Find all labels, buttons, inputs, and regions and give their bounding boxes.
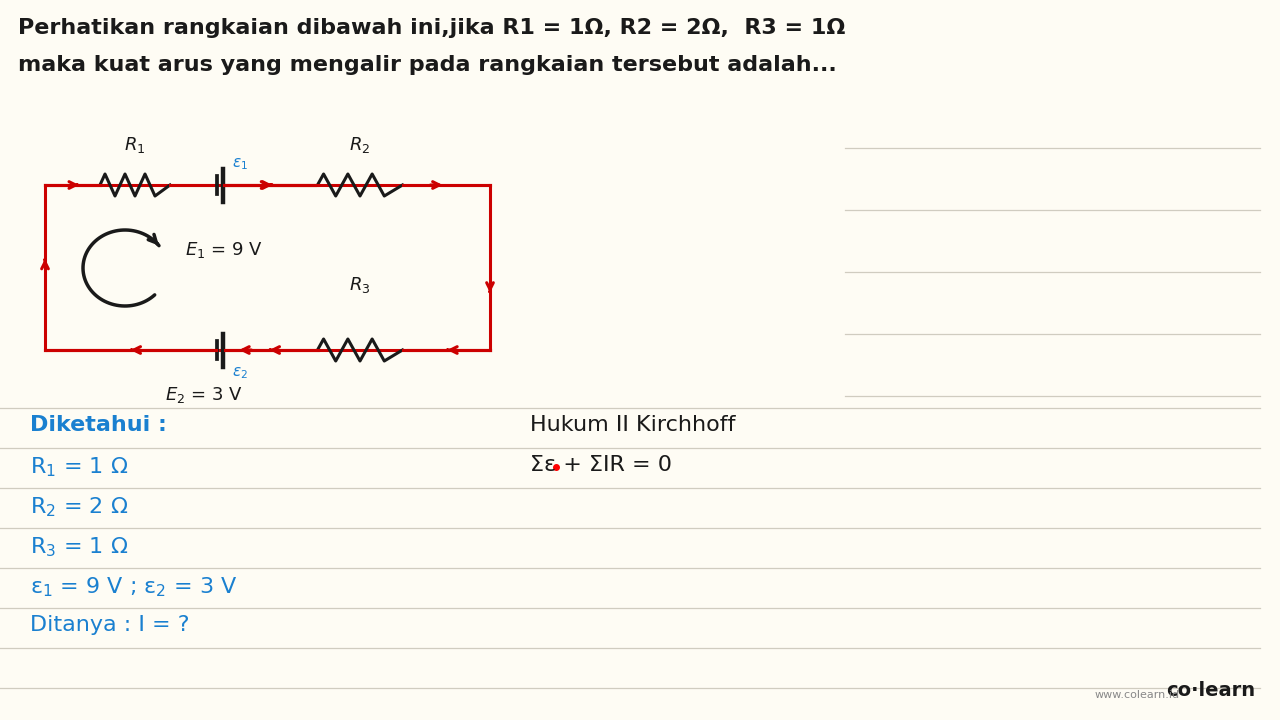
Text: Diketahui :: Diketahui : [29,415,166,435]
Text: maka kuat arus yang mengalir pada rangkaian tersebut adalah...: maka kuat arus yang mengalir pada rangka… [18,55,837,75]
Text: $E_2$ = 3 V: $E_2$ = 3 V [165,385,243,405]
Text: ε$_1$ = 9 V ; ε$_2$ = 3 V: ε$_1$ = 9 V ; ε$_2$ = 3 V [29,575,237,598]
Text: R$_2$ = 2 Ω: R$_2$ = 2 Ω [29,495,128,518]
Text: $R_1$: $R_1$ [124,135,146,155]
Text: co·learn: co·learn [1166,681,1254,700]
Text: www.colearn.id: www.colearn.id [1094,690,1180,700]
Text: $\varepsilon_1$: $\varepsilon_1$ [232,156,248,172]
Text: $R_2$: $R_2$ [349,135,371,155]
Text: Ditanya : I = ?: Ditanya : I = ? [29,615,189,635]
Text: $E_1$ = 9 V: $E_1$ = 9 V [186,240,262,260]
Text: $\varepsilon_2$: $\varepsilon_2$ [232,365,248,381]
Text: Σε + ΣIR = 0: Σε + ΣIR = 0 [530,455,672,475]
Text: Perhatikan rangkaian dibawah ini,jika R1 = 1Ω, R2 = 2Ω,  R3 = 1Ω: Perhatikan rangkaian dibawah ini,jika R1… [18,18,845,38]
Text: $R_3$: $R_3$ [349,275,371,295]
Text: R$_1$ = 1 Ω: R$_1$ = 1 Ω [29,455,128,479]
Text: Hukum II Kirchhoff: Hukum II Kirchhoff [530,415,736,435]
Text: R$_3$ = 1 Ω: R$_3$ = 1 Ω [29,535,128,559]
